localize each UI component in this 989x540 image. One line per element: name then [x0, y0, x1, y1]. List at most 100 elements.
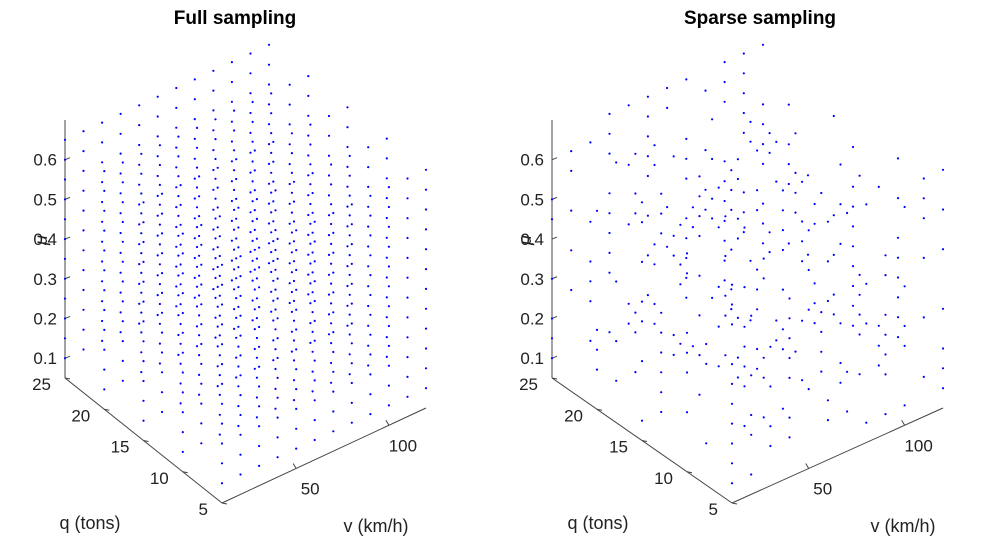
data-point: [750, 433, 753, 436]
data-point: [309, 262, 312, 265]
data-point: [332, 311, 335, 314]
z-tick-label: 0.4: [520, 230, 544, 249]
data-point: [846, 410, 849, 413]
data-point: [198, 294, 201, 297]
data-point: [195, 146, 199, 149]
data-point: [615, 340, 618, 343]
data-point: [288, 202, 291, 205]
data-point: [274, 308, 277, 311]
data-point: [704, 208, 707, 211]
data-point: [82, 130, 85, 133]
data-point: [255, 198, 258, 201]
data-point: [140, 271, 143, 274]
data-point: [103, 368, 106, 371]
data-point: [608, 231, 611, 235]
data-point: [230, 180, 233, 183]
y-tick-mark: [182, 471, 188, 474]
data-point: [258, 365, 261, 368]
data-point: [292, 359, 296, 362]
data-point: [295, 308, 298, 311]
data-point: [743, 385, 746, 388]
data-point: [253, 189, 256, 192]
data-point: [660, 371, 663, 374]
data-point: [290, 171, 293, 174]
data-point: [327, 154, 331, 157]
data-point: [274, 209, 277, 212]
data-point: [761, 43, 765, 46]
data-point: [761, 123, 765, 126]
data-point: [239, 394, 242, 397]
data-point: [255, 297, 258, 300]
data-point: [198, 373, 201, 376]
data-point: [276, 297, 279, 300]
data-point: [237, 206, 240, 209]
data-point: [253, 248, 256, 251]
data-point: [158, 283, 161, 286]
data-point: [272, 359, 275, 362]
data-point: [249, 72, 252, 75]
data-point: [839, 322, 842, 325]
data-point: [346, 126, 349, 129]
data-point: [156, 155, 159, 158]
data-point: [313, 419, 316, 422]
data-point: [750, 314, 753, 317]
data-point: [142, 280, 145, 283]
data-point: [736, 217, 740, 220]
data-point: [288, 301, 291, 305]
data-point: [327, 214, 331, 217]
data-point: [794, 191, 797, 194]
data-point: [267, 143, 271, 146]
data-point: [272, 200, 275, 203]
data-point: [350, 342, 353, 345]
data-point: [138, 183, 141, 186]
data-point: [295, 348, 298, 351]
data-point: [121, 220, 124, 224]
x-tick-mark: [385, 420, 390, 426]
data-point: [195, 245, 199, 249]
data-point: [249, 270, 252, 273]
data-point: [138, 143, 141, 147]
data-point: [385, 316, 388, 319]
data-point: [270, 151, 273, 154]
data-point: [267, 182, 271, 185]
data-point: [253, 347, 256, 351]
data-point: [350, 381, 353, 385]
data-point: [121, 181, 124, 184]
data-point: [309, 282, 312, 285]
data-point: [653, 322, 656, 325]
data-point: [177, 353, 180, 356]
data-point: [101, 161, 104, 164]
data-point: [218, 314, 221, 317]
data-point: [736, 177, 740, 181]
data-point: [330, 322, 333, 325]
data-point: [309, 123, 312, 126]
data-point: [330, 262, 333, 265]
data-point: [272, 160, 275, 163]
data-point: [570, 209, 573, 212]
data-point: [406, 197, 409, 200]
data-point: [406, 296, 409, 299]
data-point: [295, 427, 298, 430]
data-point: [193, 137, 196, 140]
data-point: [742, 111, 745, 115]
data-point: [769, 425, 772, 428]
data-point: [717, 285, 720, 288]
data-point: [672, 353, 675, 356]
data-point: [156, 95, 159, 98]
data-point: [235, 316, 238, 319]
z-tick-label: 0.5: [33, 190, 57, 209]
data-point: [220, 363, 224, 366]
data-point: [307, 114, 310, 117]
data-point: [142, 240, 145, 244]
data-point: [387, 404, 390, 407]
data-point: [877, 344, 880, 347]
data-point: [330, 222, 333, 226]
data-point: [750, 413, 753, 417]
data-point: [330, 203, 333, 206]
data-point: [272, 299, 275, 302]
data-point: [775, 180, 778, 183]
data-point: [198, 354, 201, 357]
data-point: [550, 317, 554, 320]
data-point: [258, 464, 261, 467]
data-point: [181, 311, 184, 315]
